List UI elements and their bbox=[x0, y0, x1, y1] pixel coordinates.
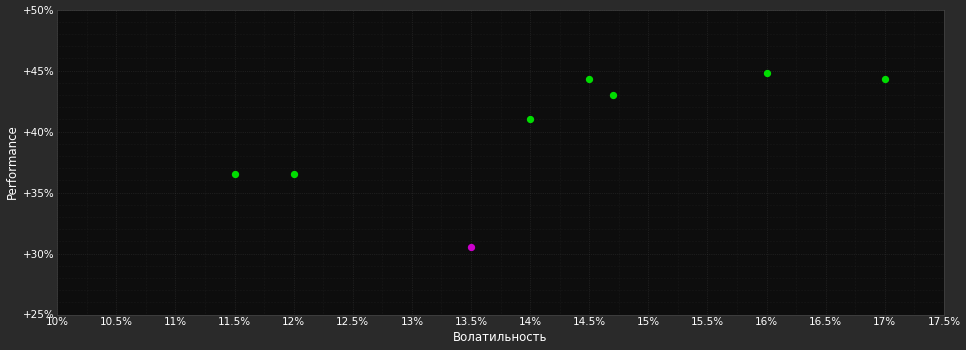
Point bbox=[286, 172, 301, 177]
Point bbox=[227, 172, 242, 177]
Point bbox=[605, 92, 620, 98]
Point bbox=[877, 76, 893, 82]
Point bbox=[464, 245, 479, 250]
Y-axis label: Performance: Performance bbox=[6, 125, 18, 200]
Point bbox=[582, 76, 597, 82]
Point bbox=[523, 117, 538, 122]
X-axis label: Волатильность: Волатильность bbox=[453, 331, 548, 344]
Point bbox=[759, 70, 775, 76]
